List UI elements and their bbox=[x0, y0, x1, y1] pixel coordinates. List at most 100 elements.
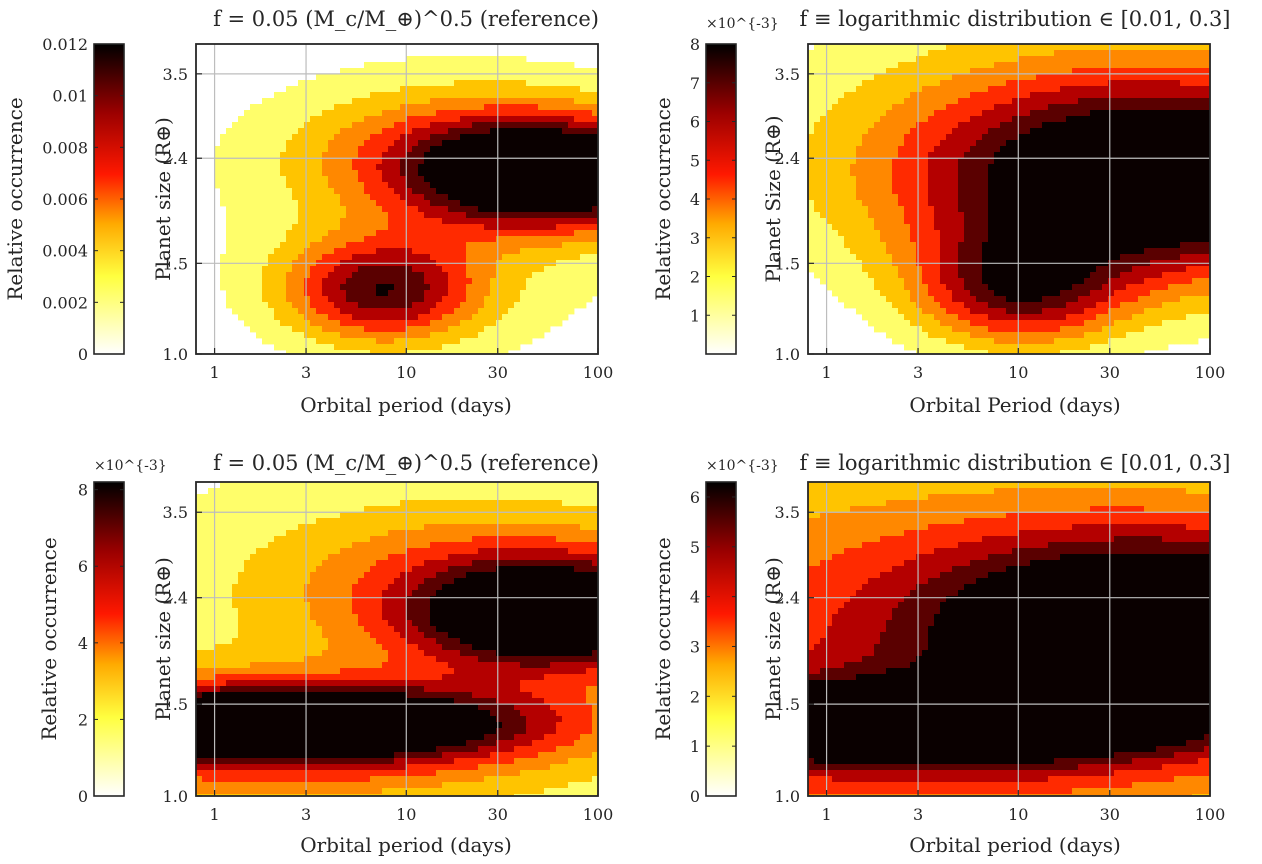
contour-band-cell bbox=[592, 152, 599, 159]
contour-band-cell bbox=[508, 86, 515, 93]
contour-band-cell bbox=[574, 98, 581, 105]
contour-band-cell bbox=[958, 134, 965, 141]
contour-band-cell bbox=[448, 164, 455, 171]
contour-band-cell bbox=[892, 170, 899, 177]
contour-band-cell bbox=[376, 200, 383, 207]
contour-band-cell bbox=[1078, 80, 1085, 87]
contour-band-cell bbox=[346, 110, 353, 117]
contour-band-cell bbox=[460, 284, 467, 291]
contour-band-cell bbox=[874, 218, 881, 225]
contour-band-cell bbox=[406, 152, 413, 159]
contour-band-cell bbox=[424, 110, 431, 117]
contour-band-cell bbox=[1078, 134, 1085, 141]
contour-band-cell bbox=[502, 248, 509, 255]
contour-band-cell bbox=[856, 68, 863, 75]
contour-band-cell bbox=[814, 74, 821, 81]
contour-band-cell bbox=[454, 128, 461, 135]
contour-band-cell bbox=[916, 206, 923, 213]
contour-band-cell bbox=[412, 266, 419, 273]
contour-band-cell bbox=[1012, 176, 1019, 183]
contour-band-cell bbox=[436, 236, 443, 243]
contour-band-cell bbox=[922, 176, 929, 183]
contour-band-cell bbox=[436, 206, 443, 213]
contour-band-cell bbox=[286, 242, 293, 249]
contour-band-cell bbox=[928, 50, 935, 57]
y-tick-label: 2.4 bbox=[163, 149, 188, 168]
contour-band-cell bbox=[394, 146, 401, 153]
contour-band-cell bbox=[952, 68, 959, 75]
panel-top-right: f ≡ logarithmic distribution ∈ [0.01, 0.… bbox=[651, 7, 1231, 417]
contour-band-cell bbox=[928, 44, 935, 51]
contour-band-cell bbox=[958, 200, 965, 207]
contour-band-cell bbox=[322, 296, 329, 303]
contour-band-cell bbox=[1162, 182, 1169, 189]
contour-band-cell bbox=[256, 152, 263, 159]
contour-band-cell bbox=[394, 134, 401, 141]
contour-band-cell bbox=[946, 182, 953, 189]
contour-band-cell bbox=[298, 98, 305, 105]
contour-band-cell bbox=[550, 74, 557, 81]
contour-band-cell bbox=[988, 176, 995, 183]
contour-band-cell bbox=[394, 308, 401, 315]
contour-band-cell bbox=[526, 200, 533, 207]
contour-band-cell bbox=[1012, 98, 1019, 105]
contour-band-cell bbox=[844, 188, 851, 195]
contour-band-cell bbox=[322, 314, 329, 321]
contour-band-cell bbox=[526, 92, 533, 99]
contour-band-cell bbox=[898, 170, 905, 177]
contour-band-cell bbox=[286, 272, 293, 279]
contour-band-cell bbox=[508, 290, 515, 297]
contour-band-cell bbox=[1174, 116, 1181, 123]
contour-band-cell bbox=[1168, 206, 1175, 213]
contour-band-cell bbox=[334, 248, 341, 255]
contour-band-cell bbox=[1138, 74, 1145, 81]
contour-band-cell bbox=[370, 254, 377, 261]
contour-band-cell bbox=[1156, 98, 1163, 105]
contour-band-cell bbox=[574, 188, 581, 195]
contour-band-cell bbox=[952, 164, 959, 171]
contour-band-cell bbox=[1000, 104, 1007, 111]
contour-band-cell bbox=[910, 164, 917, 171]
contour-band-cell bbox=[274, 266, 281, 273]
contour-band-cell bbox=[268, 176, 275, 183]
contour-band-cell bbox=[874, 56, 881, 63]
contour-band-cell bbox=[268, 266, 275, 273]
contour-band-cell bbox=[502, 110, 509, 117]
contour-band-cell bbox=[1186, 98, 1193, 105]
contour-band-cell bbox=[970, 164, 977, 171]
contour-band-cell bbox=[832, 86, 839, 93]
contour-band-cell bbox=[1024, 68, 1031, 75]
contour-band-cell bbox=[430, 134, 437, 141]
contour-band-cell bbox=[310, 236, 317, 243]
contour-band-cell bbox=[874, 182, 881, 189]
contour-band-cell bbox=[880, 194, 887, 201]
contour-band-cell bbox=[466, 74, 473, 81]
contour-band-cell bbox=[970, 224, 977, 231]
contour-band-cell bbox=[946, 158, 953, 165]
contour-band-cell bbox=[952, 116, 959, 123]
contour-band-cell bbox=[226, 212, 233, 219]
contour-band-cell bbox=[424, 122, 431, 129]
contour-band-cell bbox=[442, 56, 449, 63]
contour-band-cell bbox=[442, 254, 449, 261]
contour-band-cell bbox=[226, 194, 233, 201]
contour-band-cell bbox=[826, 182, 833, 189]
contour-band-cell bbox=[406, 224, 413, 231]
contour-band-cell bbox=[1174, 110, 1181, 117]
contour-band-cell bbox=[478, 242, 485, 249]
contour-band-cell bbox=[448, 242, 455, 249]
contour-band-cell bbox=[982, 50, 989, 57]
contour-band-cell bbox=[448, 158, 455, 165]
contour-band-cell bbox=[376, 98, 383, 105]
contour-band-cell bbox=[916, 80, 923, 87]
contour-band-cell bbox=[280, 290, 287, 297]
contour-band-cell bbox=[556, 320, 563, 327]
contour-band-cell bbox=[358, 134, 365, 141]
contour-band-cell bbox=[304, 116, 311, 123]
contour-band-cell bbox=[286, 116, 293, 123]
contour-band-cell bbox=[268, 218, 275, 225]
contour-band-cell bbox=[508, 92, 515, 99]
contour-band-cell bbox=[478, 134, 485, 141]
contour-band-cell bbox=[490, 248, 497, 255]
contour-band-cell bbox=[454, 278, 461, 285]
